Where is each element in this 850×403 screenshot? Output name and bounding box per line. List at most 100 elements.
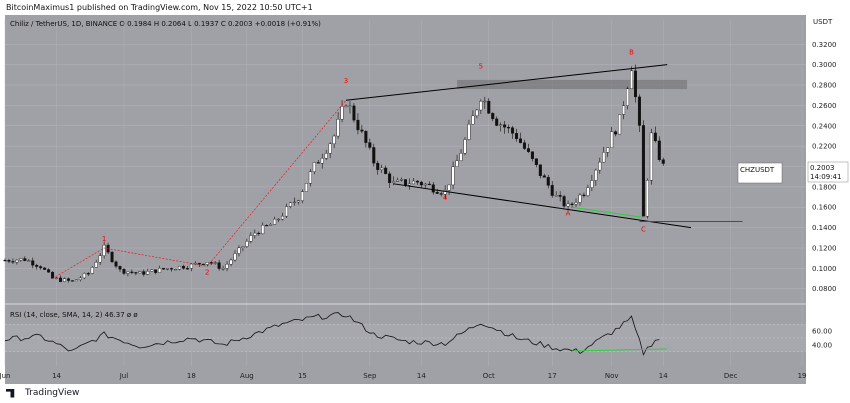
x-tick-label: 18	[187, 372, 196, 380]
candle-body	[193, 262, 197, 265]
candle-body	[189, 263, 193, 269]
candle-body	[245, 241, 249, 247]
candle-body	[66, 278, 70, 281]
candle-body	[273, 218, 277, 225]
wave-label: A	[566, 209, 571, 217]
candle-body	[392, 181, 396, 183]
candle-body	[372, 147, 376, 164]
candle-body	[185, 268, 189, 270]
candle-body	[352, 105, 356, 121]
candle-body	[388, 173, 392, 183]
x-tick-label: 19	[798, 372, 807, 380]
candle-body	[59, 277, 63, 282]
candle-body	[463, 139, 467, 154]
candle-body	[598, 161, 602, 171]
candle-body	[661, 159, 665, 164]
y-tick-label: 0.1600	[812, 204, 837, 212]
chart-area[interactable]	[5, 15, 806, 384]
candle-body	[142, 271, 146, 275]
candle-body	[622, 105, 626, 115]
candle-body	[427, 183, 431, 186]
y-tick-label: 0.3200	[812, 41, 837, 49]
candle-body	[43, 267, 47, 270]
candle-body	[503, 124, 507, 128]
candle-body	[586, 187, 590, 196]
candle-body	[356, 119, 360, 131]
candle-body	[257, 232, 261, 235]
candle-body	[166, 268, 170, 270]
candle-body	[150, 269, 154, 272]
candle-body	[181, 265, 185, 269]
candle-body	[19, 258, 23, 261]
candle-body	[296, 200, 300, 203]
price-tag-countdown: 14:09:41	[810, 173, 841, 181]
candle-body	[11, 261, 15, 263]
candle-body	[471, 115, 475, 125]
resistance-zone-box	[457, 79, 688, 90]
candle-body	[308, 171, 312, 184]
wave-label: 1	[102, 235, 106, 243]
candle-body	[384, 167, 388, 174]
candle-body	[74, 279, 78, 282]
chart-legend: Chiliz / TetherUS, 1D, BINANCE O 0.1984 …	[10, 20, 321, 28]
candle-body	[90, 267, 94, 274]
candle-body	[217, 262, 221, 269]
y-tick-label: 0.2400	[812, 122, 837, 130]
y-tick-label: 0.0800	[812, 285, 837, 293]
candle-body	[201, 263, 205, 266]
candle-body	[70, 280, 74, 282]
wave-label: 4	[443, 194, 448, 202]
candle-body	[328, 143, 332, 154]
candle-body	[249, 235, 253, 242]
candle-body	[110, 251, 114, 263]
candle-body	[348, 105, 352, 107]
candle-body	[368, 142, 372, 148]
rsi-pane: 60.00 40.00 RSI (14, close, SMA, 14, 2) 46…	[4, 303, 832, 356]
candle-body	[459, 153, 463, 161]
candle-body	[213, 262, 217, 264]
candle-body	[574, 202, 578, 205]
candle-body	[400, 179, 404, 181]
candle-body	[94, 261, 98, 268]
candle-body	[526, 148, 530, 152]
candle-body	[225, 263, 229, 269]
y-tick-label: 0.1400	[812, 224, 837, 232]
x-tick-label: Nov	[605, 372, 619, 380]
candle-body	[542, 175, 546, 178]
price-axis[interactable]	[806, 15, 850, 384]
candle-body	[237, 247, 241, 254]
candle-body	[515, 133, 519, 140]
candle-body	[300, 191, 304, 201]
y-tick-label: 0.2200	[812, 143, 837, 151]
candle-body	[344, 105, 348, 107]
y-tick-label: 0.1800	[812, 183, 837, 191]
candle-body	[439, 193, 443, 195]
price-tag-price: 0.2003	[810, 164, 835, 172]
candle-body	[130, 271, 134, 273]
candle-body	[649, 132, 653, 181]
candle-body	[483, 100, 487, 103]
candle-body	[630, 70, 634, 89]
candle-body	[467, 123, 471, 140]
candle-body	[162, 267, 166, 270]
resistance-zone	[457, 79, 688, 90]
candle-body	[606, 147, 610, 153]
wave-label: C	[641, 226, 646, 234]
candle-body	[205, 262, 209, 265]
candle-body	[31, 260, 35, 266]
footer-brand[interactable]: TradingView	[6, 388, 79, 398]
trendline-lower-support	[393, 183, 692, 229]
candle-body	[265, 224, 269, 227]
candle-body	[27, 260, 31, 262]
candle-body	[431, 184, 435, 193]
candle-body	[590, 180, 594, 188]
wave-label: 3	[344, 77, 348, 85]
candle-body	[304, 183, 308, 192]
candle-body	[475, 109, 479, 117]
candle-body	[78, 277, 82, 280]
candle-body	[39, 266, 43, 269]
x-tick-label: 15	[298, 372, 307, 380]
candle-body	[51, 271, 55, 279]
rsi-divergence-line	[572, 348, 668, 352]
